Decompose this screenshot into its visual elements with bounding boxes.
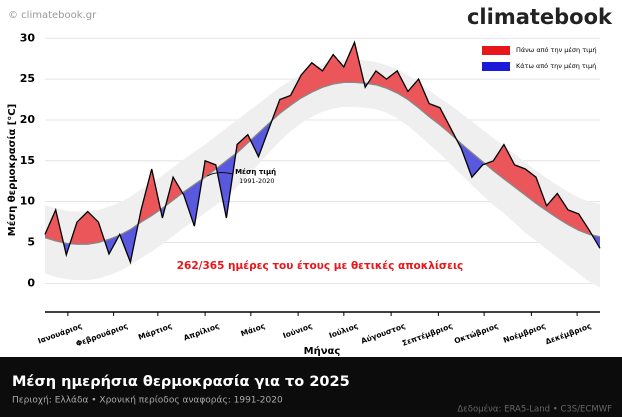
x-tick-label: Ιούλιος <box>328 321 360 340</box>
legend-label: Πάνω από την μέση τιμή <box>516 46 597 54</box>
temperature-line <box>44 40 601 265</box>
x-tick-label: Αύγουστος <box>360 321 407 345</box>
mean-annotation-period: 1991-2020 <box>239 177 274 185</box>
legend-swatch <box>482 46 510 55</box>
y-tick-label: 30 <box>20 31 36 44</box>
mean-annotation: Μέση τιμή <box>235 168 276 176</box>
y-tick-label: 5 <box>27 236 35 249</box>
x-tick-label: Μάιος <box>240 321 267 338</box>
source: Δεδομένα: ERA5-Land • C3S/ECMWF <box>457 404 612 415</box>
y-tick-label: 25 <box>20 72 35 85</box>
subtitle: Περιοχή: Ελλάδα • Χρονική περίοδος αναφο… <box>12 396 283 406</box>
x-tick-label: Φεβρουάριος <box>75 321 129 348</box>
y-tick-label: 0 <box>27 276 35 289</box>
title: Μέση ημερήσια θερμοκρασία για το 2025 <box>12 374 350 390</box>
y-tick-label: 10 <box>20 195 36 208</box>
x-tick-label: Σεπτέμβριος <box>401 321 454 348</box>
credit: © climatebook.gr <box>8 10 97 21</box>
annotation: 262/365 ημέρες του έτους με θετικές αποκ… <box>177 260 464 272</box>
annotation-arrow <box>206 172 234 177</box>
y-tick-label: 20 <box>20 113 36 126</box>
legend-label: Κάτω από την μέση τιμή <box>516 62 596 70</box>
y-tick-label: 15 <box>20 154 35 167</box>
legend-swatch <box>482 62 510 71</box>
x-tick-label: Μάρτιος <box>137 321 173 342</box>
x-tick-label: Οκτώβριος <box>453 321 500 345</box>
footer-bar <box>0 357 622 417</box>
x-tick-label: Ιούνιος <box>282 321 314 340</box>
x-axis-label: Μήνας <box>304 345 341 357</box>
x-tick-label: Νοέμβριος <box>502 321 547 345</box>
logo: climatebook <box>467 5 613 29</box>
climatology-band <box>45 59 600 288</box>
above-mean-fill <box>45 42 600 245</box>
x-tick-label: Δεκέμβριος <box>544 321 592 346</box>
x-tick-label: Απρίλιος <box>182 321 220 342</box>
y-axis-label: Μέση θερμοκρασία [°C] <box>6 104 18 236</box>
